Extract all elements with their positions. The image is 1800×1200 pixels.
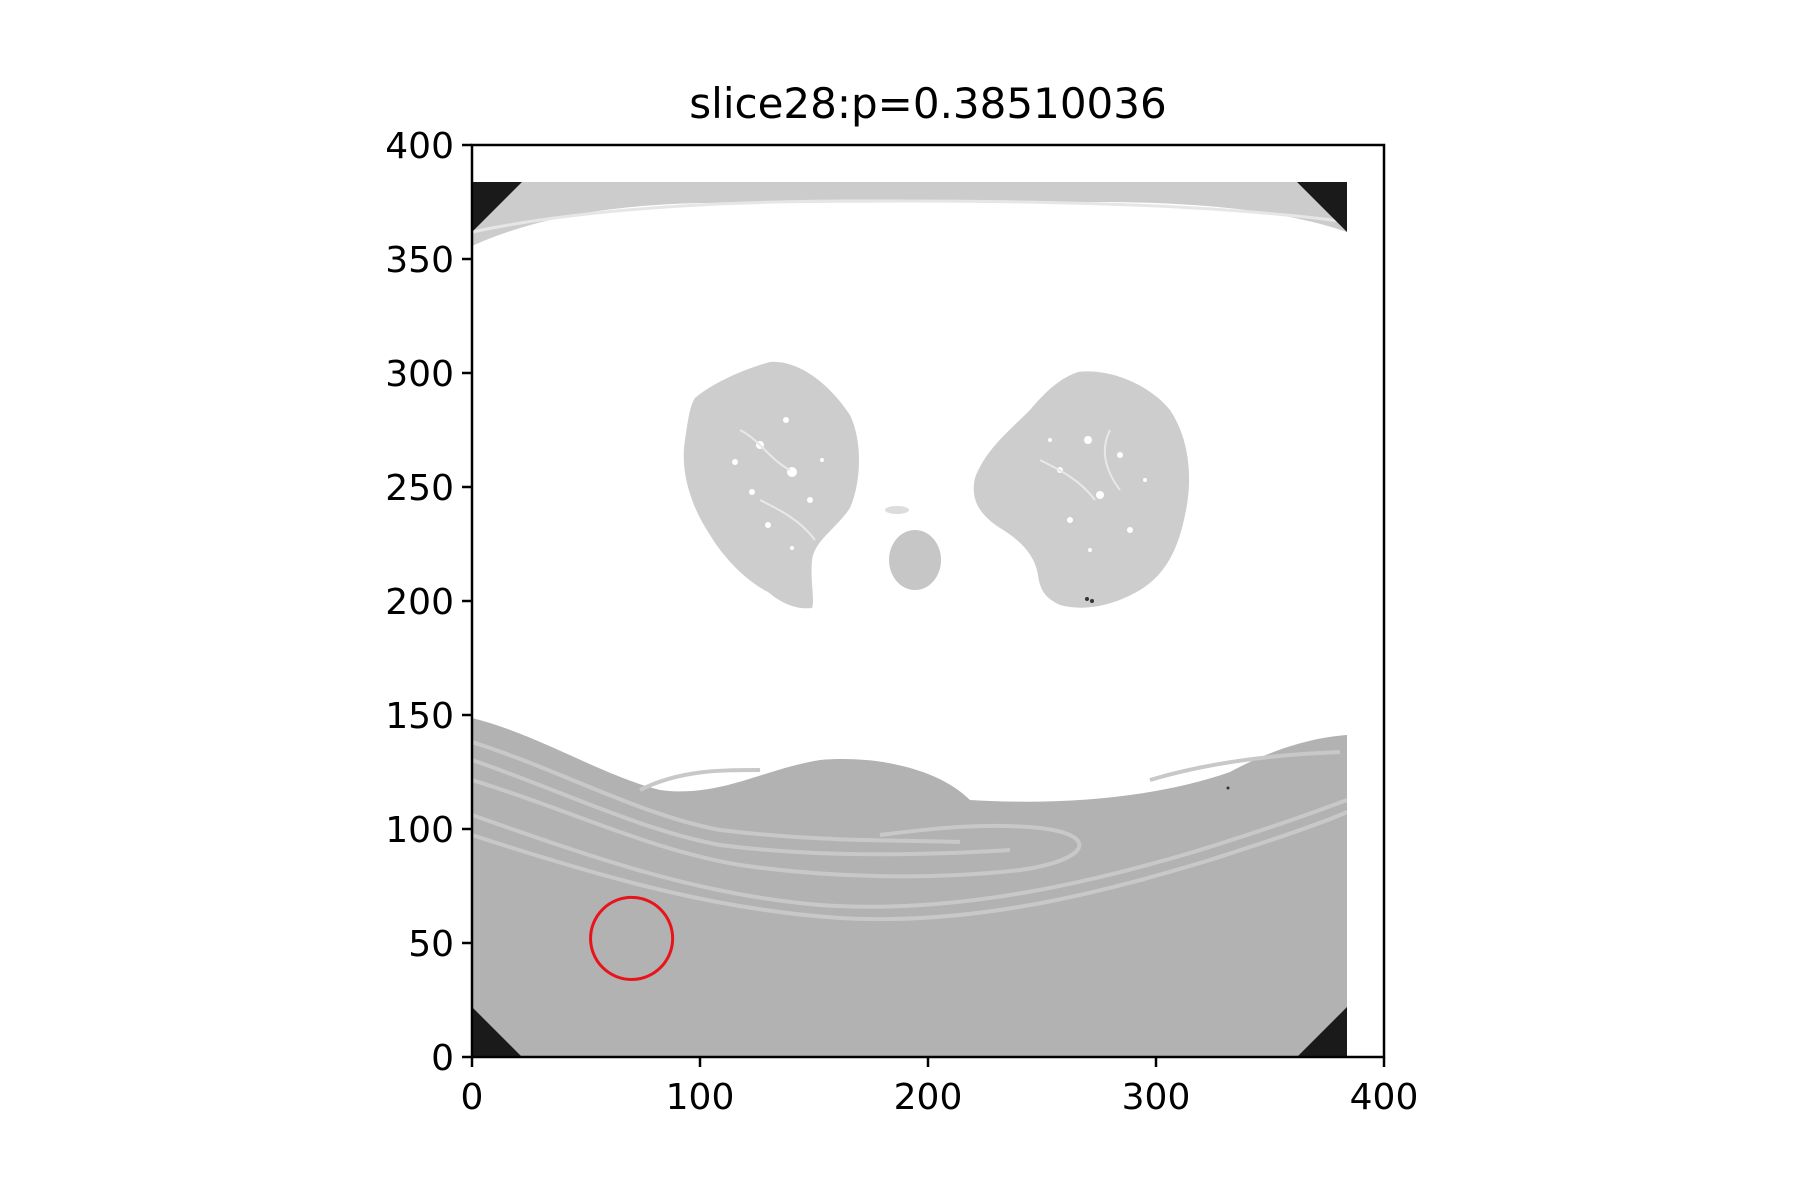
- table-contours: [472, 740, 1347, 922]
- x-tick-label: 100: [666, 1077, 735, 1118]
- y-tick-label: 350: [385, 240, 454, 281]
- x-tick-label: 200: [894, 1077, 963, 1118]
- corner-mask-tl: [472, 182, 522, 232]
- y-axis-ticks: 0 50 100 150 200 250 300 350 400: [385, 126, 472, 1079]
- annotation-circle: [589, 895, 675, 981]
- y-tick-label: 250: [385, 468, 454, 509]
- upper-body-edge: [472, 182, 1347, 246]
- y-tick-label: 200: [385, 582, 454, 623]
- corner-mask-br: [1297, 1007, 1347, 1057]
- y-tick-label: 400: [385, 126, 454, 167]
- lung-vessels: [732, 417, 1147, 552]
- y-tick-label: 150: [385, 696, 454, 737]
- x-tick-label: 300: [1122, 1077, 1191, 1118]
- table-region: [472, 718, 1347, 1057]
- x-axis-ticks: 0 100 200 300 400: [461, 1057, 1419, 1118]
- lung-left-view: [683, 361, 859, 609]
- y-tick-label: 50: [408, 924, 454, 965]
- corner-mask-tr: [1297, 182, 1347, 232]
- plot-title: slice28:p=0.38510036: [689, 79, 1166, 128]
- y-tick-label: 100: [385, 810, 454, 851]
- y-tick-label: 0: [431, 1038, 454, 1079]
- lung-right-view: [973, 371, 1190, 608]
- trachea: [889, 530, 941, 590]
- ct-image: [472, 182, 1347, 1057]
- x-tick-label: 400: [1350, 1077, 1419, 1118]
- y-tick-label: 300: [385, 354, 454, 395]
- x-tick-label: 0: [461, 1077, 484, 1118]
- corner-mask-bl: [472, 1007, 522, 1057]
